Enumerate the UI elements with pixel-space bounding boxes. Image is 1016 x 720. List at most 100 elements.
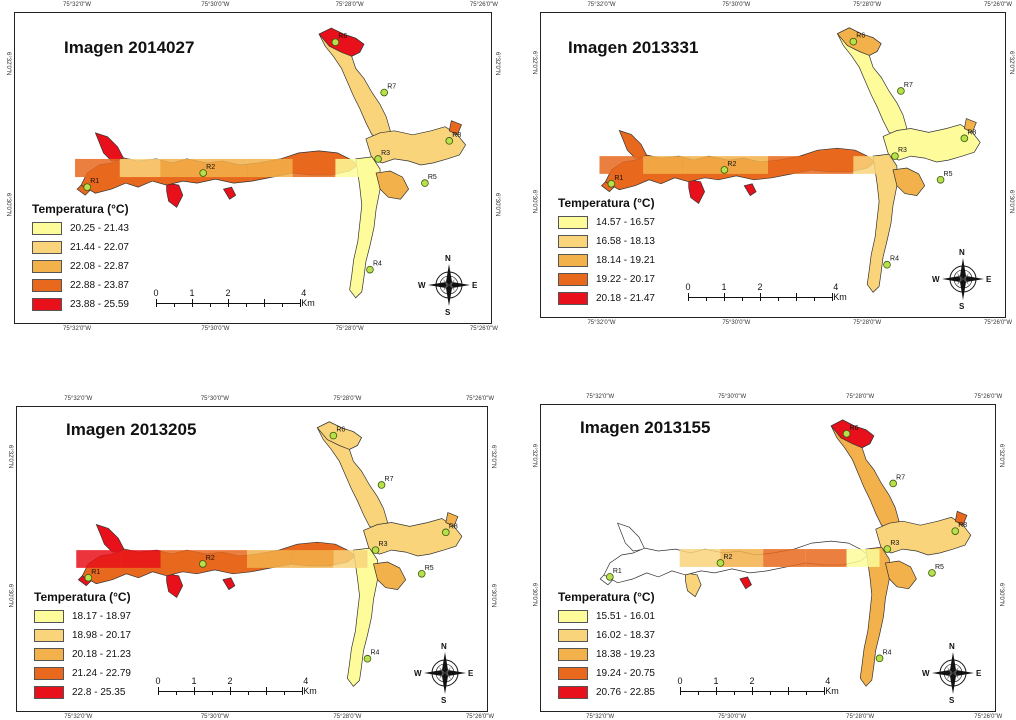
scale-bar-label: 0 (155, 676, 161, 686)
compass-label-e: E (976, 669, 982, 678)
sampling-station-marker (363, 654, 372, 663)
sampling-station-label: R5 (944, 171, 953, 178)
temperature-band (853, 156, 888, 174)
legend-row: 20.25 - 21.43 (32, 219, 129, 238)
scale-bar-label: 4 Km (833, 282, 847, 302)
map-title: Imagen 2013331 (568, 38, 699, 57)
scale-bar-tick (680, 687, 681, 695)
graticule-longitude-label: 75°32'0"W (586, 714, 615, 720)
scale-bar-tick (176, 691, 177, 695)
scale-bar-tick (302, 687, 303, 695)
legend-range-label: 21.44 - 22.07 (70, 242, 129, 253)
scale-bar-tick (778, 297, 779, 301)
sampling-station-marker (891, 152, 899, 160)
north-arrow-compass: N S W E (418, 254, 477, 317)
legend-swatch (558, 686, 588, 699)
graticule-longitude-label: 75°30'0"W (718, 394, 747, 400)
temperature-band (599, 156, 644, 174)
scale-bar-tick (282, 303, 283, 307)
scale-bar-label: 4 Km (825, 676, 839, 696)
graticule-latitude-label: 6°30'0"N (7, 583, 13, 608)
scale-bar-tick (156, 299, 157, 307)
legend-swatch (32, 222, 62, 235)
scale-bar-tick (716, 687, 717, 695)
compass-label-w: W (932, 275, 940, 284)
graticule-longitude-label: 75°28'0"W (335, 326, 364, 332)
graticule-longitude-label: 75°32'0"W (63, 2, 92, 8)
legend-range-label: 18.38 - 19.23 (596, 649, 655, 660)
scale-bar-tick (212, 691, 213, 695)
graticule-longitude-label: 75°30'0"W (722, 2, 751, 8)
scale-bar-label: 0 (677, 676, 683, 686)
graticule-longitude-label: 75°30'0"W (200, 714, 229, 720)
temperature-band (643, 156, 683, 174)
sampling-station-marker (883, 260, 891, 269)
temperature-band (202, 550, 247, 568)
water-zone-north-tip (830, 419, 875, 449)
temperature-band (75, 158, 120, 178)
graticule-longitude-label: 75°32'0"W (586, 394, 615, 400)
water-zone-eastArm (875, 516, 972, 556)
sampling-station-label: R6 (850, 425, 859, 432)
legend-range-label: 22.08 - 22.87 (70, 261, 129, 272)
water-zone-arm2 (166, 573, 184, 599)
legend-range-label: 19.24 - 20.75 (596, 668, 655, 679)
graticule-longitude-label: 75°26'0"W (469, 2, 498, 8)
sampling-station-label: R7 (385, 476, 394, 483)
map-panel: R1 R2 R3 R4 R5 R6 R7 R8 75°32'0"W 75°32'0"W 75°30'… (531, 394, 1004, 720)
sampling-station-label: R2 (206, 164, 215, 171)
map-panel: R1 R2 R3 R4 R5 R6 R7 R8 75°32'0"W 75°32'0"W 75°30'… (7, 396, 496, 720)
temperature-legend: Temperatura (°C) 15.51 - 16.01 16.02 - 18.… (558, 590, 655, 702)
scale-bar-tick (192, 299, 193, 307)
legend-swatch (558, 610, 588, 623)
water-zone-arm3 (222, 186, 237, 200)
sampling-station-label: R5 (935, 564, 944, 571)
water-zone-southLobe (892, 167, 926, 196)
compass-label-n: N (949, 642, 955, 651)
sampling-station-label: R4 (883, 649, 892, 656)
graticule-longitude-label: 75°30'0"W (722, 320, 751, 326)
water-zone-arm3 (739, 576, 752, 590)
graticule-latitude-label: 6°32'0"N (494, 52, 500, 76)
graticule-longitude-label: 75°26'0"W (465, 714, 494, 720)
map-panel: R1 R2 R3 R4 R5 R6 R7 R8 75°32'0"W 75°32'0"W 75°30'… (5, 2, 500, 332)
temperature-band (335, 158, 370, 178)
sampling-station-marker (417, 570, 426, 578)
north-arrow-compass: N S W E (922, 642, 982, 705)
water-zone-arm1 (618, 129, 648, 159)
sampling-station-marker (374, 155, 382, 163)
graticule-longitude-label: 75°26'0"W (465, 396, 494, 402)
scale-bar-tick (824, 687, 825, 695)
legend-range-label: 22.8 - 25.35 (72, 687, 126, 698)
scale-bar-tick (788, 687, 789, 695)
scale-bar-tick (832, 293, 833, 301)
scale-bar-tick (742, 297, 743, 301)
water-zone-southArm (347, 547, 378, 687)
temperature-band (805, 549, 847, 567)
legend-range-label: 16.58 - 18.13 (596, 236, 655, 247)
sampling-station-label: R6 (336, 427, 345, 434)
legend-title: Temperatura (°C) (558, 590, 655, 604)
graticule-latitude-label: 6°30'0"N (531, 189, 537, 214)
scale-bar-tick (734, 691, 735, 695)
compass-label-s: S (959, 302, 965, 311)
legend-row: 20.18 - 21.23 (34, 645, 131, 664)
graticule-latitude-label: 6°30'0"N (998, 582, 1004, 607)
water-zone-arm1 (95, 523, 126, 553)
water-zone-arm2 (166, 182, 184, 208)
scale-bar-tick (228, 299, 229, 307)
water-zone-north-tip (316, 421, 362, 450)
temperature-band (724, 156, 769, 174)
scale-bar-label: 2 (227, 676, 233, 686)
sampling-station-marker (421, 179, 429, 187)
scale-bar-tick (814, 297, 815, 301)
sampling-station-marker (366, 265, 374, 274)
temperature-band (846, 549, 880, 567)
scale-bar-tick (246, 303, 247, 307)
sampling-station-marker (951, 527, 960, 535)
compass-label-s: S (949, 696, 955, 705)
sampling-station-marker (329, 431, 338, 440)
legend-range-label: 20.18 - 21.47 (596, 293, 655, 304)
temperature-legend: Temperatura (°C) 20.25 - 21.43 21.44 - 22.… (32, 202, 129, 314)
graticule-latitude-label: 6°32'0"N (7, 445, 13, 469)
